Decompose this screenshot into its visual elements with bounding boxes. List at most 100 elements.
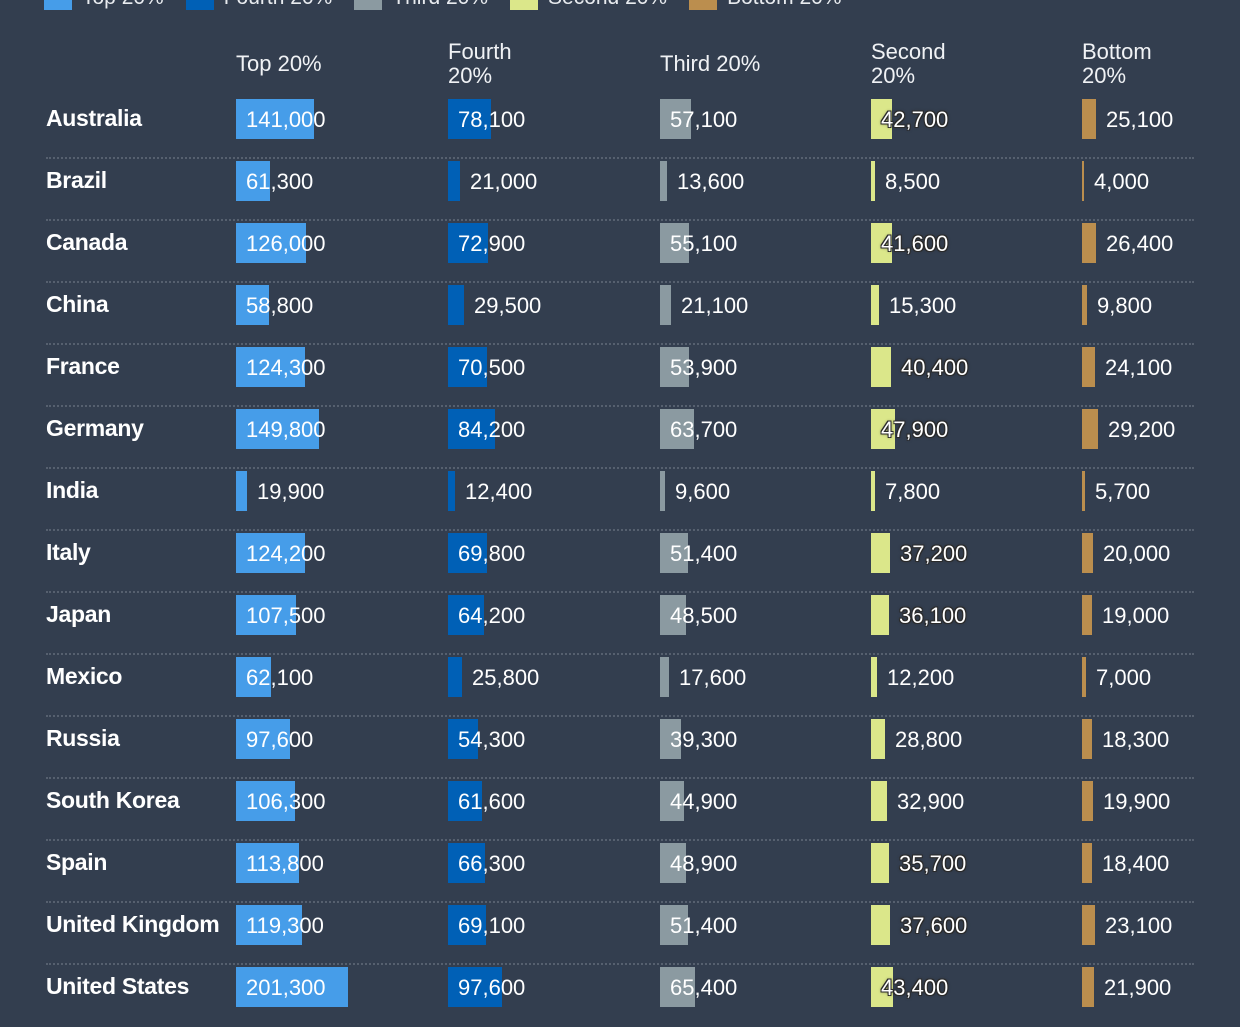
value-bar — [448, 905, 486, 945]
value-bar — [448, 781, 482, 821]
table-row: Italy 124,200 69,800 51,400 37,200 20,000 — [46, 531, 1194, 593]
value-label: 48,500 — [670, 603, 738, 628]
value-bar — [448, 719, 478, 759]
table-row: South Korea 106,300 61,600 44,900 32,900 19,9… — [46, 779, 1194, 841]
value-label: 53,900 — [670, 355, 738, 380]
value-label: 4,000 — [1094, 169, 1150, 194]
country-label: France — [46, 353, 120, 379]
column-header-line: 20% — [871, 63, 916, 88]
value-label: 21,900 — [1104, 975, 1172, 1000]
legend-item: Bottom 20% — [689, 0, 842, 10]
value-bar — [1082, 285, 1087, 325]
table-row: Brazil 61,300 21,000 13,600 8,500 4,000 — [46, 159, 1194, 221]
value-label: 41,600 — [881, 231, 949, 256]
value-bar — [660, 223, 689, 263]
value-bar — [236, 285, 269, 325]
value-label: 36,100 — [899, 603, 967, 628]
value-bar — [448, 285, 464, 325]
table-row: United States 201,300 97,600 65,400 43,400 21… — [46, 965, 1194, 1027]
legend-label: Bottom 20% — [727, 0, 841, 10]
country-label: Canada — [46, 229, 128, 255]
value-bar — [660, 657, 669, 697]
column-header: Bottom 20% — [1082, 40, 1232, 88]
column-header: Second 20% — [871, 40, 1021, 88]
row-divider — [46, 343, 1194, 345]
value-label: 28,800 — [895, 727, 963, 752]
value-bar — [236, 533, 305, 573]
row-divider — [46, 715, 1194, 717]
value-label: 149,800 — [246, 417, 326, 442]
value-label: 17,600 — [679, 665, 747, 690]
value-label: 61,300 — [246, 169, 314, 194]
value-label: 69,100 — [458, 913, 526, 938]
legend-swatch-icon — [44, 0, 72, 10]
value-bar — [236, 471, 247, 511]
value-label: 51,400 — [670, 913, 738, 938]
value-bar — [448, 99, 491, 139]
value-label: 18,300 — [1102, 727, 1170, 752]
value-bar — [236, 905, 302, 945]
value-bar — [660, 285, 671, 325]
value-label: 48,900 — [670, 851, 738, 876]
value-bar — [871, 719, 885, 759]
legend-item: Fourth 20% — [185, 0, 332, 10]
column-header-line: Second — [871, 39, 946, 64]
value-bar — [871, 285, 879, 325]
value-bar — [236, 843, 299, 883]
table-row: Australia 141,000 78,100 57,100 42,700 25,100 — [46, 97, 1194, 159]
column-header-line: Third 20% — [660, 51, 761, 76]
column-header-line: Bottom — [1082, 39, 1152, 64]
value-bar — [448, 595, 484, 635]
value-bar — [1082, 471, 1085, 511]
value-label: 15,300 — [889, 293, 957, 318]
value-label: 40,400 — [901, 355, 969, 380]
table-row: Russia 97,600 54,300 39,300 28,800 18,300 — [46, 717, 1194, 779]
row-divider — [46, 467, 1194, 469]
value-label: 8,500 — [885, 169, 941, 194]
value-label: 37,200 — [900, 541, 968, 566]
value-label: 20,000 — [1103, 541, 1171, 566]
legend-swatch-icon — [689, 0, 718, 10]
value-bar — [1082, 99, 1096, 139]
row-divider — [46, 157, 1194, 159]
legend-swatch-icon — [510, 0, 539, 10]
value-bar — [871, 843, 889, 883]
legend-item: Third 20% — [354, 0, 488, 10]
value-label: 29,200 — [1108, 417, 1176, 442]
value-bar — [660, 99, 691, 139]
value-label: 19,900 — [257, 479, 325, 504]
value-bar — [448, 967, 502, 1007]
country-label: Germany — [46, 415, 144, 441]
column-header: Third 20% — [660, 52, 810, 76]
value-label: 65,400 — [670, 975, 738, 1000]
value-bar — [1082, 843, 1092, 883]
country-label: Brazil — [46, 167, 107, 193]
value-bar — [448, 347, 487, 387]
value-label: 141,000 — [246, 107, 326, 132]
value-bar — [236, 223, 306, 263]
value-bar — [1082, 905, 1095, 945]
value-label: 106,300 — [246, 789, 326, 814]
value-label: 19,900 — [1103, 789, 1171, 814]
table-row: Spain 113,800 66,300 48,900 35,700 18,400 — [46, 841, 1194, 903]
country-label: United Kingdom — [46, 911, 220, 937]
value-bar — [236, 595, 296, 635]
value-label: 126,000 — [246, 231, 326, 256]
value-label: 97,600 — [246, 727, 314, 752]
column-header-line: Top 20% — [236, 51, 322, 76]
country-label: Mexico — [46, 663, 123, 689]
value-label: 23,100 — [1105, 913, 1173, 938]
value-bar — [871, 409, 895, 449]
table-row: China 58,800 29,500 21,100 15,300 9,800 — [46, 283, 1194, 345]
value-bar — [871, 533, 890, 573]
country-label: Spain — [46, 849, 108, 875]
column-header-line: 20% — [448, 63, 493, 88]
value-bar — [871, 595, 889, 635]
value-bar — [1082, 409, 1098, 449]
legend-label: Top 20% — [82, 0, 164, 10]
value-bar — [871, 657, 877, 697]
value-bar — [236, 967, 348, 1007]
value-label: 84,200 — [458, 417, 526, 442]
legend: Top 20% Fourth 20% Third 20% Second 20% Bott… — [44, 0, 864, 10]
value-bar — [1082, 533, 1093, 573]
